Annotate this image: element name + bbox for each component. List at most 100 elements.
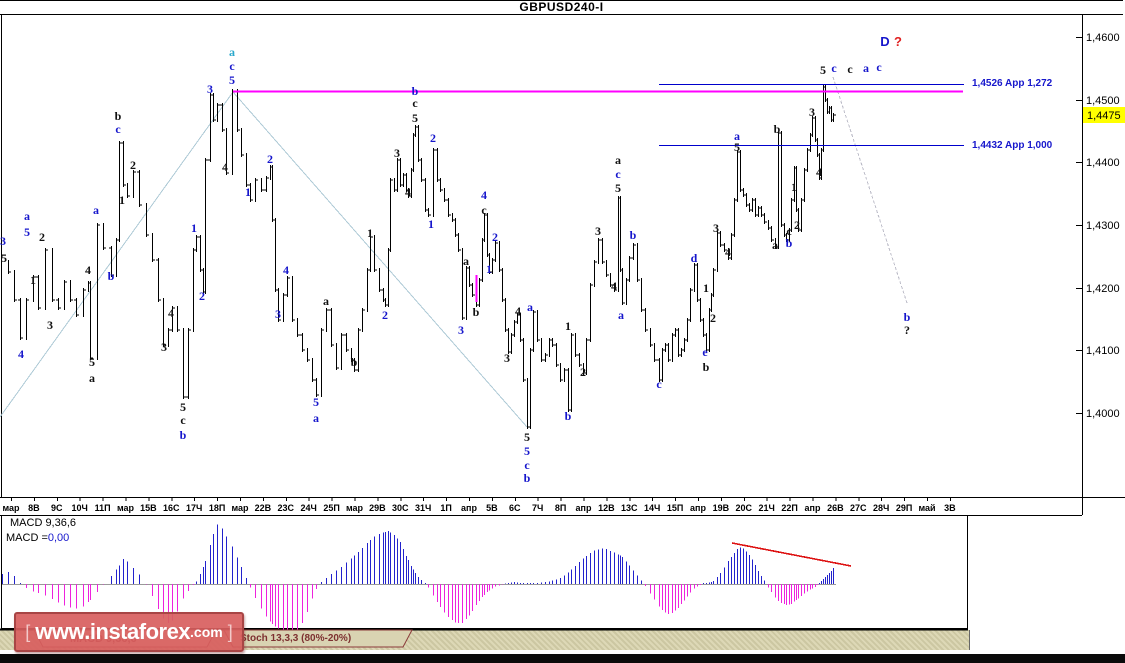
macd-value-name: MACD =	[6, 532, 48, 544]
price-axis: 1,4600 1,4500 1,4400 1,4300 1,4200 1,4100 1,40…	[1076, 32, 1125, 420]
date-label: 22В	[255, 503, 272, 513]
logo-bracket-left: [	[25, 621, 31, 642]
wave-label-c: c	[876, 60, 882, 74]
wave-label-a: a	[527, 300, 533, 314]
wave-label-5: 5	[1, 251, 7, 265]
date-label: 24Ч	[301, 503, 317, 513]
levels	[233, 83, 964, 302]
date-label: 29В	[369, 503, 386, 513]
wave-label-1: 1	[428, 217, 434, 231]
macd-value: 0,00	[47, 532, 70, 544]
wave-label-4: 4	[168, 306, 174, 320]
wave-label-c: c	[180, 413, 186, 427]
macd-indicator-label: MACD 9,36,6	[10, 517, 77, 529]
wave-label-5: 5	[180, 400, 186, 414]
wave-label-2: 2	[130, 158, 136, 172]
wave-label-c: c	[115, 122, 121, 136]
date-label: 27С	[850, 503, 867, 513]
wave-label-4: 4	[515, 304, 521, 318]
panel-frame	[0, 15, 1125, 516]
date-axis: мар 8В 9С 10Ч 11П мар 15В 16С 17Ч 18П мар 22В 23С 24Ч…	[2, 497, 956, 513]
wave-label-2: 2	[492, 230, 498, 244]
trendline-1	[232, 91, 528, 428]
price-tick-label: 1,4000	[1086, 408, 1120, 420]
date-label: 8В	[28, 503, 40, 513]
date-label: 3В	[944, 503, 956, 513]
wave-label-1: 1	[245, 185, 251, 199]
wave-label-c: c	[229, 59, 235, 73]
wave-label-1: 1	[791, 180, 797, 194]
wave-label-b: b	[351, 355, 358, 369]
wave-label-5: 5	[734, 140, 740, 154]
date-label: 28Ч	[873, 503, 889, 513]
date-label: 17Ч	[186, 503, 202, 513]
price-tick-label: 1,4500	[1086, 95, 1120, 107]
wave-label-3: 3	[394, 146, 400, 160]
wave-label-5: 5	[229, 73, 235, 87]
wave-label-b: b	[786, 236, 793, 250]
wave-label-b: b	[565, 409, 572, 423]
wave-label-b: b	[473, 305, 480, 319]
current-price-tag	[1083, 107, 1125, 123]
wave-label-a: a	[772, 238, 778, 252]
instaforex-logo[interactable]: [www.instaforex .com]	[14, 612, 244, 652]
wave-label-3: 3	[275, 307, 281, 321]
price-tick-label: 1,4200	[1086, 283, 1120, 295]
date-label: 19В	[713, 503, 730, 513]
date-label: мар	[231, 503, 249, 513]
date-label: мар	[346, 503, 364, 513]
wave-label-c: c	[481, 203, 487, 217]
wave-label-2: 2	[580, 365, 586, 379]
date-label: 16С	[163, 503, 180, 513]
wave-label-c: c	[615, 167, 621, 181]
wave-label-a: a	[93, 203, 99, 217]
wave-label-1: 1	[703, 281, 709, 295]
current-price-label: 1,4475	[1087, 110, 1121, 122]
wave-label-a: a	[463, 254, 469, 268]
tab-stoch[interactable]: Stoch 13,3,3 (80%-20%)	[240, 633, 352, 644]
wave-label-5: 5	[89, 355, 95, 369]
wave-label-4: 4	[85, 263, 91, 277]
wave-label-b: b	[524, 471, 531, 485]
wave-label-b: b	[703, 360, 710, 374]
wave-label-4: 4	[725, 245, 731, 259]
wave-label-3: 3	[713, 221, 719, 235]
date-label: 30С	[392, 503, 409, 513]
wave-label-2: 2	[710, 311, 716, 325]
wave-label-2: 2	[430, 131, 436, 145]
logo-tld: .com	[190, 624, 223, 640]
date-label: 6С	[509, 503, 521, 513]
wave-label-5: 5	[524, 444, 530, 458]
date-label: 25П	[323, 503, 339, 513]
wave-label-b: b	[180, 428, 187, 442]
wave-label-1: 1	[565, 319, 571, 333]
date-label: апр	[461, 503, 477, 513]
wave-label-b: b	[412, 84, 419, 98]
wave-label-b: b	[630, 228, 637, 242]
date-label: 29П	[896, 503, 912, 513]
wave-label-3: 3	[809, 105, 815, 119]
date-label: 22П	[781, 503, 797, 513]
wave-label-5: 5	[615, 181, 621, 195]
date-label: 21Ч	[759, 503, 775, 513]
title-bar: GBPUSD240-I	[0, 0, 1123, 15]
resistance-level-label: 1,4526 App 1,272	[972, 78, 1053, 89]
wave-label-a: a	[229, 45, 235, 59]
wave-label-b: b	[904, 310, 911, 324]
wave-label-d: d	[691, 251, 698, 265]
wave-label-1: 1	[191, 221, 197, 235]
wave-label-2: 2	[267, 152, 273, 166]
wave-label-a: a	[313, 411, 319, 425]
wave-label-4: 4	[222, 160, 228, 174]
date-label: 14Ч	[644, 503, 660, 513]
wave-label-a: a	[24, 209, 30, 223]
wave-label-a: a	[734, 129, 740, 143]
wave-label-3: 3	[207, 82, 213, 96]
date-label: 31Ч	[415, 503, 431, 513]
wave-label-3: 3	[504, 351, 510, 365]
wave-label-5: 5	[524, 430, 530, 444]
wave-label-3: 3	[595, 224, 601, 238]
